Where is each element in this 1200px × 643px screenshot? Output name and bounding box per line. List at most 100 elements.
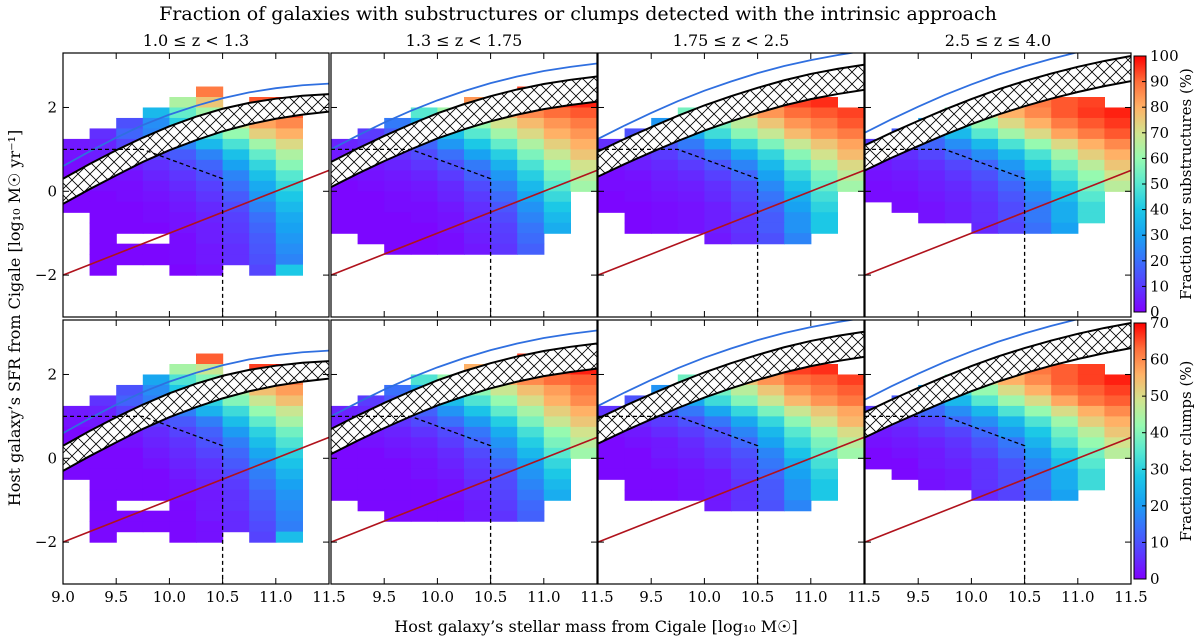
heatmap-cell [624, 468, 652, 480]
colorbar-tick-label: 70 [1150, 124, 1169, 142]
main-sequence-lower [598, 355, 864, 445]
heatmap-cell [570, 180, 597, 192]
heatmap-cell [357, 437, 385, 449]
heatmap-cell [437, 243, 465, 255]
heatmap-cell [464, 426, 492, 438]
heatmap-cell [249, 243, 277, 255]
heatmap-cell [196, 254, 224, 266]
heatmap-cell [517, 243, 545, 255]
heatmap-cell [570, 107, 597, 119]
blue-curve [598, 320, 857, 407]
heatmap-cell [517, 395, 545, 407]
heatmap-cell [1024, 384, 1052, 397]
colorbar-tick-label: 100 [1150, 47, 1179, 65]
heatmap-cell [517, 149, 545, 161]
heatmap-cell [651, 212, 679, 224]
heatmap-cell [142, 117, 170, 130]
heatmap-cell [598, 201, 626, 213]
heatmap-cell [410, 468, 438, 480]
heatmap-cell [89, 243, 117, 255]
heatmap-cell [437, 447, 465, 459]
heatmap-cell [249, 117, 277, 130]
heatmap-cell [757, 149, 785, 161]
dashed-boundary [598, 148, 759, 317]
heatmap-cell [971, 201, 999, 213]
heatmap-cell [543, 107, 571, 119]
heatmap-cell [543, 384, 571, 397]
heatmap-cell [998, 416, 1026, 428]
heatmap-cell [944, 458, 972, 470]
heatmap-cell [944, 468, 972, 480]
heatmap-cell [437, 138, 465, 150]
heatmap-cell [810, 97, 838, 109]
heatmap-cell [142, 437, 170, 449]
heatmap-cell [677, 458, 705, 470]
heatmap-cell [651, 437, 679, 449]
main-sequence-lower [598, 88, 864, 178]
main-sequence-upper [865, 54, 1131, 147]
red-line [331, 436, 597, 543]
heatmap-cell [1104, 138, 1131, 150]
heatmap-cell [810, 117, 838, 130]
heatmap-cell [464, 180, 492, 192]
heatmap-cell [865, 180, 893, 192]
redshift-bin-title: 1.0 ≤ z < 1.3 [143, 31, 249, 50]
red-line [63, 169, 329, 276]
heatmap-cell [517, 510, 545, 522]
heatmap-cell [624, 447, 652, 459]
y-axis-label: Host galaxy’s SFR from Cigale [log₁₀ M☉ … [5, 130, 24, 506]
heatmap-cell [275, 191, 303, 203]
heatmap-cell [757, 458, 785, 470]
heatmap-cell [169, 159, 197, 171]
heatmap-cell [517, 201, 545, 213]
heatmap-cell [998, 437, 1026, 449]
heatmap-cell [677, 201, 705, 213]
heatmap-cell [1077, 107, 1105, 119]
heatmap-cell [731, 201, 759, 213]
heatmap-cell [249, 384, 277, 397]
heatmap-cell [142, 458, 170, 470]
heatmap-cell [275, 458, 303, 470]
red-line [865, 169, 1131, 276]
heatmap-cell [410, 170, 438, 182]
heatmap-cell [1024, 489, 1052, 501]
main-sequence-upper [331, 75, 597, 163]
heatmap-cell [543, 128, 571, 140]
heatmap-cell [704, 212, 732, 224]
heatmap-cell [196, 159, 224, 171]
heatmap-cell [570, 138, 597, 150]
heatmap-cell [1077, 364, 1105, 376]
heatmap-cell [651, 149, 679, 161]
heatmap-cell [196, 264, 224, 276]
heatmap-cell [196, 233, 224, 245]
heatmap-cell [331, 201, 359, 213]
main-sequence-upper [63, 93, 329, 180]
heatmap-cell [810, 405, 838, 417]
heatmap-cell [142, 170, 170, 182]
heatmap-cell [357, 180, 385, 192]
heatmap-cell [517, 170, 545, 182]
heatmap-cell [704, 405, 732, 417]
heatmap-cell [490, 191, 518, 203]
heatmap-cell [1051, 437, 1079, 449]
heatmap-cell [89, 500, 117, 512]
heatmap-cell [384, 191, 412, 203]
heatmap-cell [275, 416, 303, 428]
heatmap-cell [677, 222, 705, 234]
heatmap-cell [222, 191, 250, 203]
heatmap-cell [971, 384, 999, 397]
heatmap-cell [384, 117, 412, 130]
heatmap-cell [275, 264, 303, 276]
heatmap-cell [249, 233, 277, 245]
heatmap-cell [1104, 128, 1131, 140]
heatmap-cell [410, 107, 438, 119]
heatmap-cell [784, 222, 812, 234]
heatmap-cell [222, 243, 250, 255]
heatmap-cell [142, 374, 170, 386]
heatmap-cell [116, 521, 144, 533]
heatmap-cell [116, 222, 144, 234]
heatmap-cell [704, 437, 732, 449]
heatmap-cell [437, 426, 465, 438]
heatmap-cell [624, 170, 652, 182]
